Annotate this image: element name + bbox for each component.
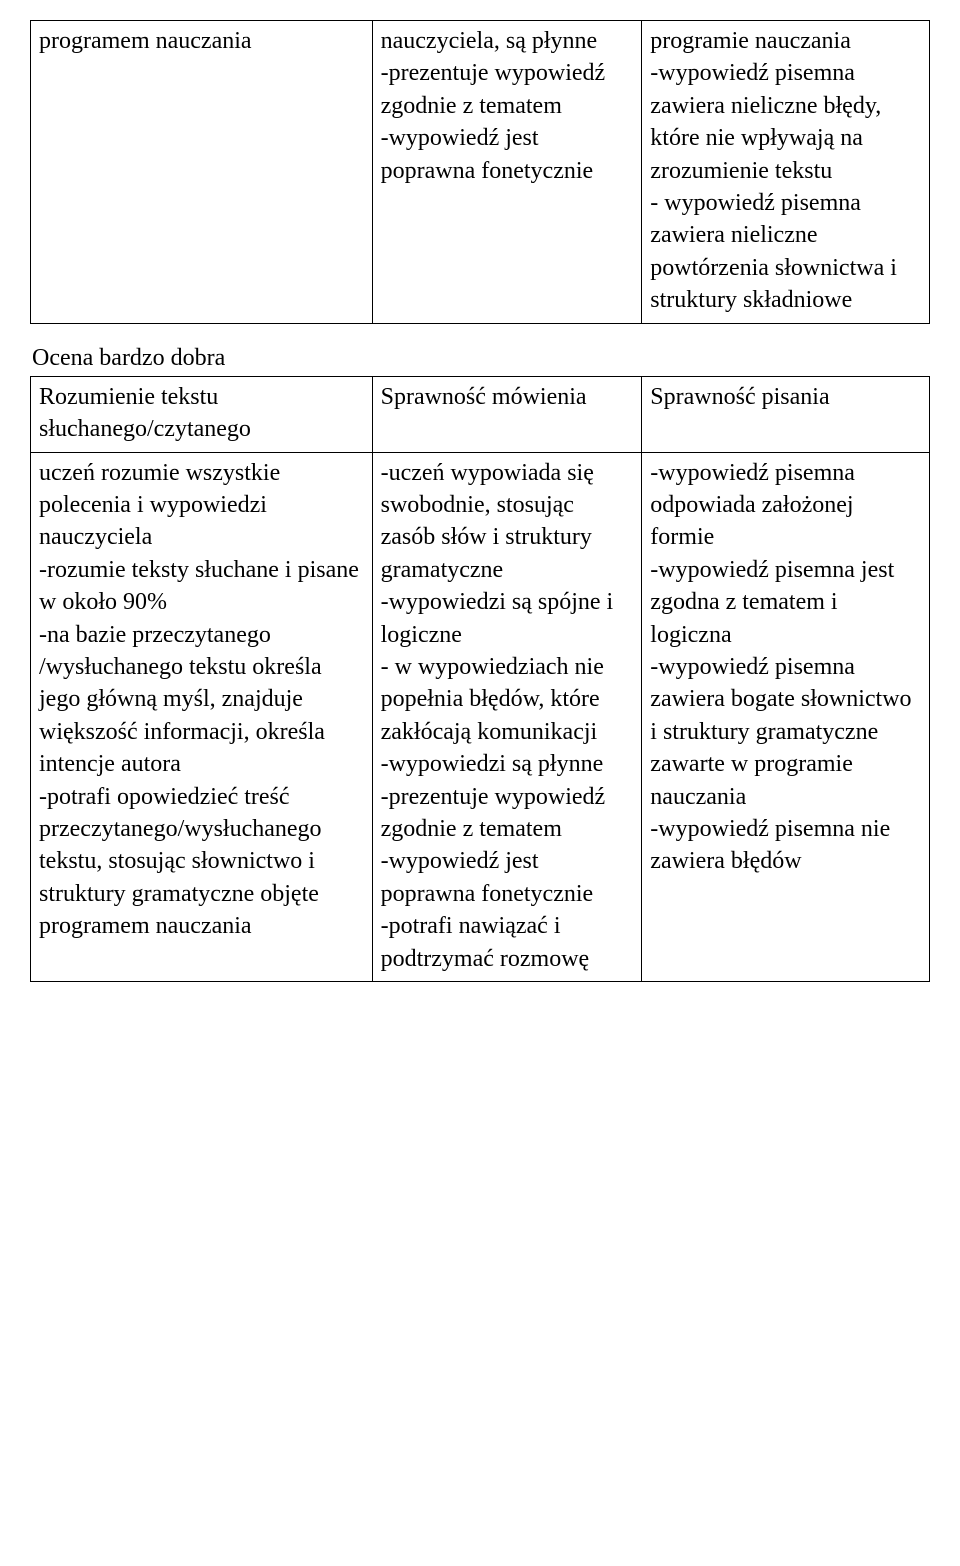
header-cell-a: Rozumienie tekstu słuchanego/czytanego [31,376,373,452]
header-cell-b: Sprawność mówienia [372,376,642,452]
table-row: programem nauczania nauczyciela, są płyn… [31,21,930,324]
body-cell-a: uczeń rozumie wszystkie polecenia i wypo… [31,452,373,981]
cell-b: nauczyciela, są płynne -prezentuje wypow… [372,21,642,324]
body-cell-b: -uczeń wypowiada się swobodnie, stosując… [372,452,642,981]
table-row: uczeń rozumie wszystkie polecenia i wypo… [31,452,930,981]
table-row: Rozumienie tekstu słuchanego/czytanego S… [31,376,930,452]
cell-a: programem nauczania [31,21,373,324]
header-cell-c: Sprawność pisania [642,376,930,452]
body-cell-c: -wypowiedź pisemna odpowiada założonej f… [642,452,930,981]
table-top: programem nauczania nauczyciela, są płyn… [30,20,930,324]
cell-c: programie nauczania -wypowiedź pisemna z… [642,21,930,324]
table-ocena-bardzo-dobra: Rozumienie tekstu słuchanego/czytanego S… [30,376,930,982]
section-heading-ocena-bardzo-dobra: Ocena bardzo dobra [32,342,930,374]
